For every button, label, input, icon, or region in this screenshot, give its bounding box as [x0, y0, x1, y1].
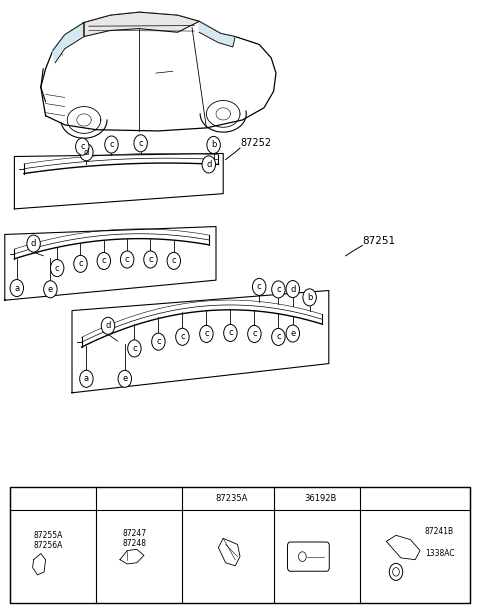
Text: a: a [84, 375, 89, 383]
Circle shape [167, 252, 180, 269]
Polygon shape [5, 227, 216, 300]
Text: c: c [204, 329, 209, 339]
Circle shape [176, 328, 189, 345]
Text: c: c [276, 285, 281, 294]
Text: 87235A: 87235A [215, 494, 247, 502]
Circle shape [303, 289, 316, 306]
Text: e: e [122, 375, 127, 383]
Circle shape [120, 251, 134, 268]
Circle shape [74, 255, 87, 272]
Circle shape [80, 144, 93, 161]
Text: c: c [132, 344, 137, 353]
Text: a: a [14, 284, 19, 292]
Text: c: c [252, 329, 257, 339]
Text: c: c [148, 255, 153, 264]
Text: 87256A: 87256A [33, 541, 63, 550]
Text: 36192B: 36192B [304, 494, 336, 502]
Text: c: c [55, 264, 60, 273]
Text: 87247: 87247 [122, 529, 146, 538]
Circle shape [44, 281, 57, 298]
Circle shape [202, 156, 216, 173]
Circle shape [105, 136, 118, 153]
Circle shape [97, 253, 110, 270]
Circle shape [286, 281, 300, 298]
Circle shape [50, 259, 64, 276]
Text: c: c [80, 142, 84, 151]
Text: c: c [125, 255, 130, 264]
Text: c: c [101, 256, 106, 266]
Text: 87248: 87248 [122, 539, 146, 547]
Polygon shape [53, 23, 84, 63]
Text: c: c [180, 333, 185, 341]
Text: c: c [276, 333, 281, 342]
Text: 87252: 87252 [240, 138, 271, 148]
Text: a: a [36, 494, 41, 502]
Polygon shape [72, 290, 329, 393]
Circle shape [200, 325, 213, 342]
Circle shape [118, 370, 132, 387]
Polygon shape [41, 12, 276, 131]
Text: 87241B: 87241B [425, 527, 454, 535]
Text: c: c [138, 139, 143, 148]
Text: d: d [290, 284, 296, 294]
Circle shape [252, 278, 266, 295]
Circle shape [286, 490, 300, 507]
Circle shape [32, 490, 45, 507]
Circle shape [272, 328, 285, 345]
Text: e: e [48, 285, 53, 294]
Text: e: e [398, 494, 403, 502]
Text: e: e [290, 329, 295, 338]
Circle shape [272, 281, 285, 298]
Text: 87255A: 87255A [33, 531, 63, 540]
Circle shape [128, 340, 141, 357]
Circle shape [118, 490, 132, 507]
Text: c: c [78, 259, 83, 269]
Text: d: d [290, 494, 296, 502]
Circle shape [152, 333, 165, 350]
Text: d: d [84, 148, 89, 157]
Text: 1338AC: 1338AC [425, 549, 455, 558]
Text: d: d [31, 239, 36, 248]
Circle shape [144, 251, 157, 268]
Circle shape [80, 370, 93, 387]
Circle shape [197, 490, 211, 507]
Text: d: d [206, 160, 212, 169]
Text: b: b [211, 141, 216, 149]
Circle shape [248, 325, 261, 342]
Circle shape [224, 325, 237, 342]
Text: c: c [109, 140, 114, 149]
Text: 87251: 87251 [362, 236, 396, 245]
Circle shape [101, 317, 115, 334]
Text: c: c [228, 328, 233, 337]
FancyBboxPatch shape [288, 542, 329, 571]
Polygon shape [199, 21, 235, 47]
Bar [10, 487, 470, 603]
Circle shape [207, 136, 220, 153]
Text: c: c [156, 337, 161, 346]
Text: c: c [171, 256, 176, 266]
Text: d: d [105, 322, 111, 330]
Text: c: c [257, 283, 262, 291]
Circle shape [10, 280, 24, 297]
Circle shape [134, 135, 147, 152]
Circle shape [27, 235, 40, 252]
Circle shape [394, 490, 408, 507]
Text: c: c [202, 494, 206, 502]
Text: b: b [122, 494, 128, 502]
Polygon shape [14, 153, 223, 209]
Circle shape [75, 138, 89, 155]
Text: b: b [307, 293, 312, 302]
Polygon shape [84, 12, 199, 37]
Circle shape [286, 325, 300, 342]
